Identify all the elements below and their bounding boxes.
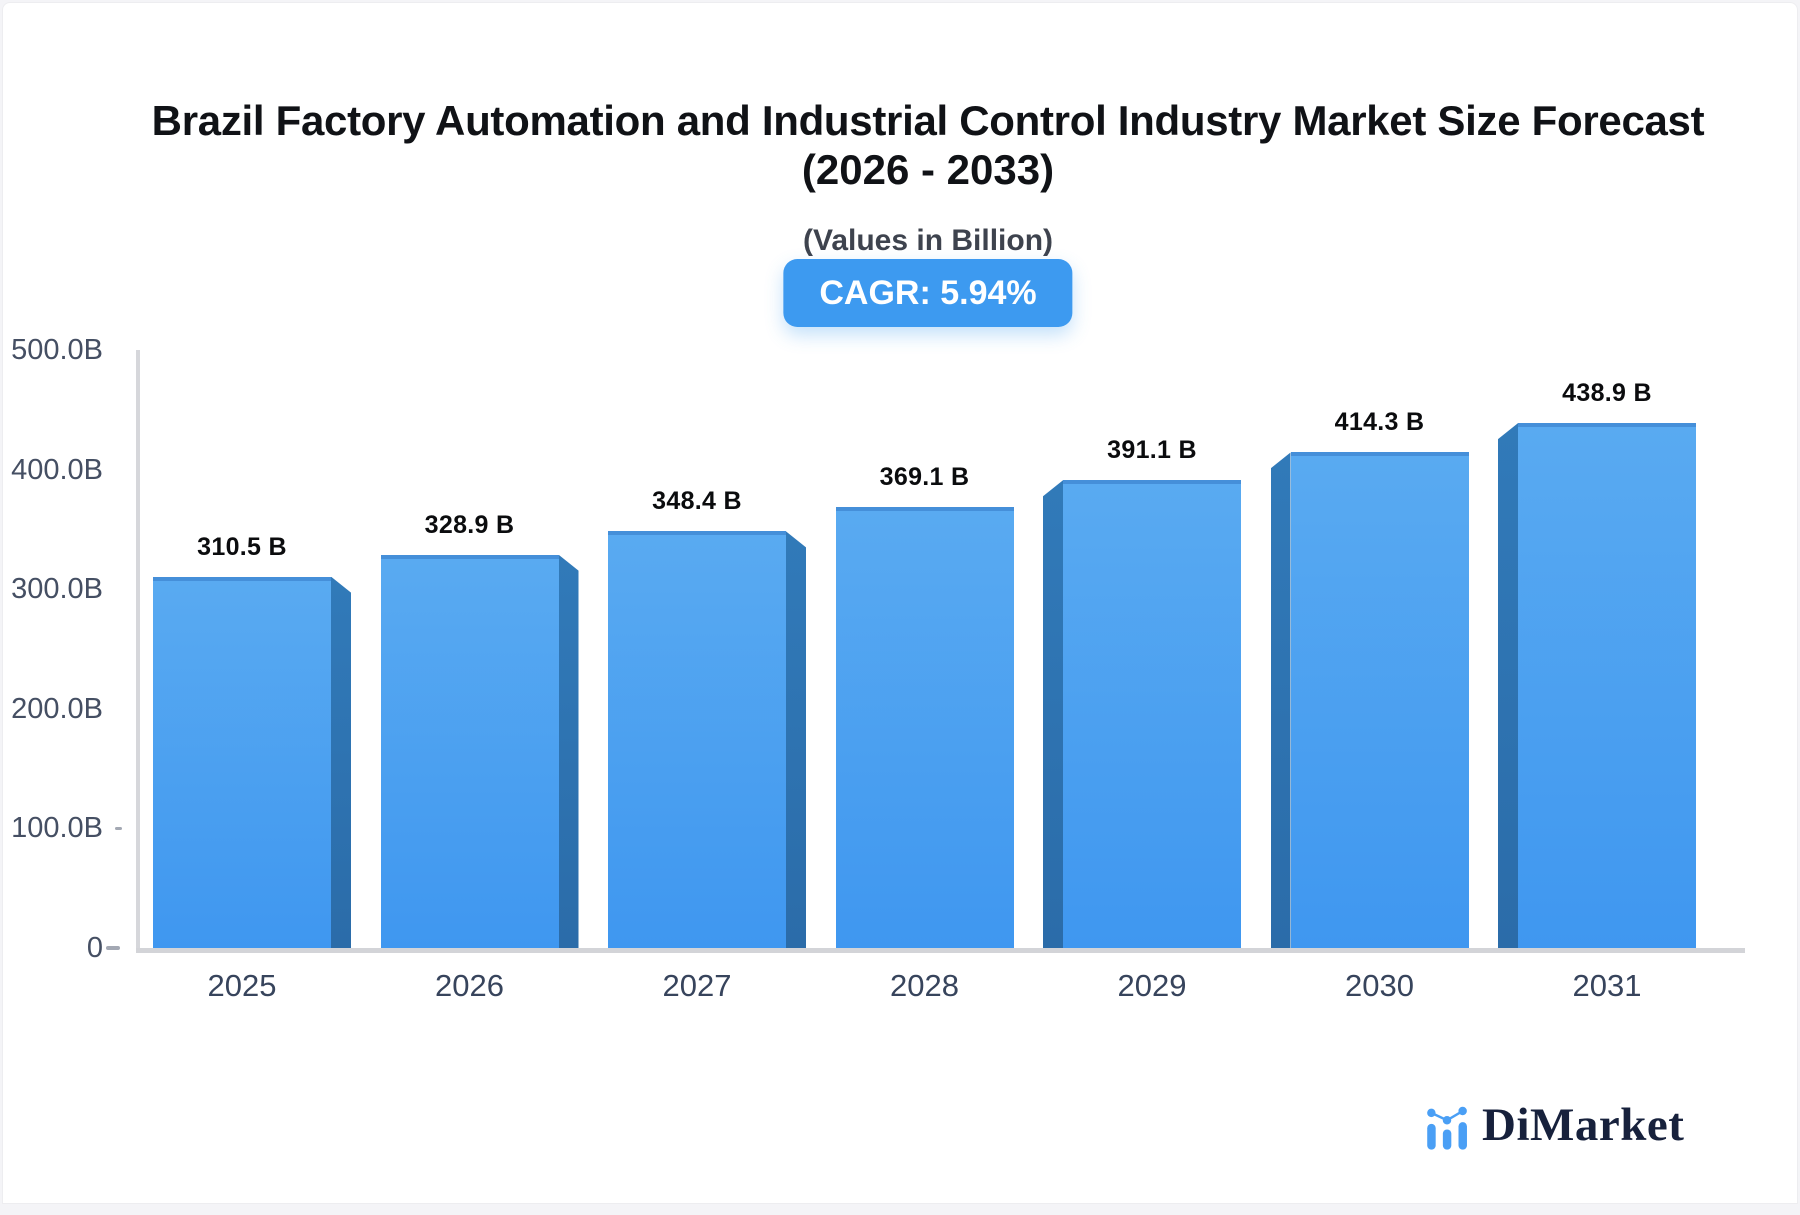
bar-side xyxy=(558,554,579,948)
bar-chart-logo-icon xyxy=(1427,1106,1467,1150)
bar-face xyxy=(153,576,331,948)
y-axis-label: 100.0B xyxy=(11,812,103,845)
bottom-strip xyxy=(0,1204,1800,1212)
bar-value-label: 414.3 B xyxy=(1334,408,1425,437)
bar-value-label: 438.9 B xyxy=(1562,379,1652,408)
dimarket-logo: DiMarket xyxy=(1424,1095,1684,1151)
bar-value-label: 310.5 B xyxy=(197,532,287,561)
bar-face xyxy=(1518,423,1696,948)
y-axis-label: 300.0B xyxy=(11,573,103,606)
x-axis-label: 2029 xyxy=(1117,968,1187,1003)
logo-text: DiMarket xyxy=(1482,1099,1685,1151)
bar-value-label: 391.1 B xyxy=(1107,436,1197,465)
x-axis-label: 2025 xyxy=(207,968,277,1003)
subtitle: (Values in Billion) xyxy=(802,224,1054,257)
x-axis-label: 2027 xyxy=(662,968,732,1003)
page-title-years: (2026 - 2033) xyxy=(801,146,1055,193)
bar-side xyxy=(1270,452,1291,948)
y-axis-line xyxy=(136,350,140,948)
bar-value-label: 328.9 B xyxy=(424,510,515,539)
bar-chart-plot: 500.0B 400.0B 300.0B 200.0B 100.0B 0 310.5 B 20… xyxy=(3,3,1800,1215)
y-axis-label: 500.0B xyxy=(11,334,103,366)
bar-value-label: 369.1 B xyxy=(879,462,970,491)
x-axis-label: 2031 xyxy=(1572,968,1642,1003)
bar-side xyxy=(1043,480,1063,948)
bar-face xyxy=(835,506,1014,948)
x-axis-label: 2028 xyxy=(890,968,959,1003)
page-title: Brazil Factory Automation and Industrial… xyxy=(151,97,1705,144)
y-axis-label: 400.0B xyxy=(11,453,103,486)
bar-value-label: 348.4 B xyxy=(652,487,742,516)
bar-face xyxy=(608,531,786,948)
y-axis-tick xyxy=(106,946,120,950)
bar-side xyxy=(331,576,351,948)
x-axis-label: 2026 xyxy=(435,968,504,1003)
x-axis-label: 2030 xyxy=(1345,968,1414,1003)
bar-side xyxy=(1498,423,1518,948)
bar-face xyxy=(1063,480,1241,948)
bar-side xyxy=(786,531,806,948)
bar-face xyxy=(380,554,559,948)
x-axis-line xyxy=(136,948,1745,953)
y-axis-label: 0 xyxy=(86,932,103,964)
y-axis-label: 200.0B xyxy=(11,692,103,725)
y-axis-tick xyxy=(115,826,122,830)
bar-face xyxy=(1290,452,1469,948)
cagr-badge: CAGR: 5.94% xyxy=(783,259,1073,327)
